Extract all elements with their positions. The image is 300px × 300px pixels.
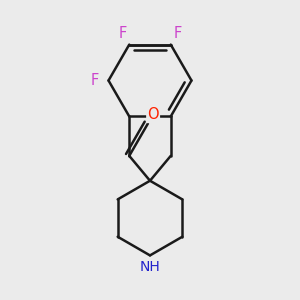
- Text: O: O: [147, 107, 159, 122]
- Text: NH: NH: [140, 260, 160, 274]
- Text: F: F: [173, 26, 181, 40]
- Text: F: F: [118, 26, 127, 40]
- Text: F: F: [91, 73, 99, 88]
